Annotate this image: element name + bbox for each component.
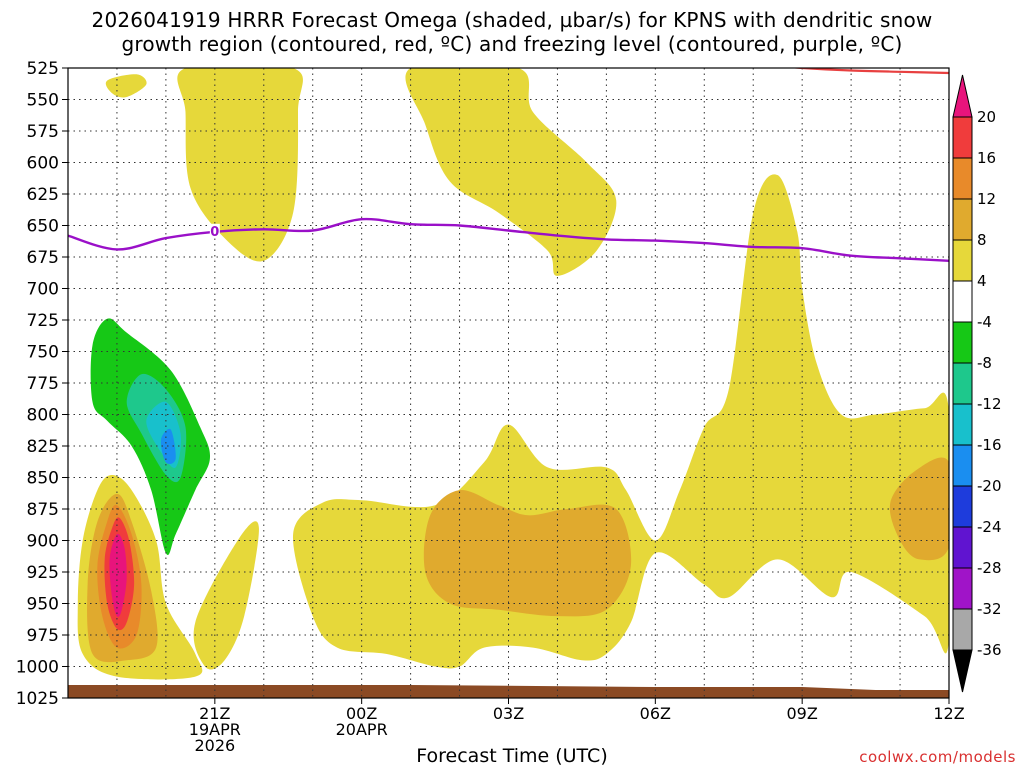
y-tick-label-975: 975: [27, 626, 59, 646]
x-tick-label-3-0: 21Z: [199, 704, 230, 723]
x-axis-title: Forecast Time (UTC): [416, 745, 608, 767]
colorbar-label--16: -16: [977, 436, 1002, 454]
omega-region-1: [405, 68, 617, 276]
colorbar-band-16: [952, 116, 973, 159]
colorbar-band--24: [952, 485, 973, 528]
y-tick-label-825: 825: [27, 437, 59, 457]
freezing-level-label: 0: [210, 225, 219, 240]
contour-lines: 0: [68, 68, 949, 262]
omega-region-11: [109, 533, 127, 617]
credit-link[interactable]: coolwx.com/models: [859, 748, 1016, 766]
colorbar-band--4: [952, 280, 973, 323]
colorbar-band--28: [952, 526, 973, 569]
x-tick-label-18-0: 12Z: [933, 704, 964, 723]
y-tick-label-600: 600: [27, 154, 59, 174]
omega-region-0: [177, 68, 303, 262]
terrain-layer: [68, 685, 949, 698]
omega-region-6: [193, 521, 259, 670]
colorbar-label-12: 12: [977, 190, 996, 208]
x-tick-label-12-0: 06Z: [640, 704, 671, 723]
omega-shading: [77, 68, 949, 680]
colorbar-band--36: [952, 608, 973, 651]
omega-region-4: [423, 489, 632, 617]
y-tick-label-875: 875: [27, 500, 59, 520]
colorbar: 20 16 12 8 4 -4 -8 -12 -16 -20 -24 -28 -32 -36: [952, 74, 1002, 693]
dgz-contour-line: [789, 68, 949, 75]
y-tick-label-1025: 1025: [16, 689, 59, 709]
colorbar-label--8: -8: [977, 354, 992, 372]
y-tick-label-575: 575: [27, 122, 59, 142]
y-tick-label-725: 725: [27, 311, 59, 331]
colorbar-label-20: 20: [977, 108, 996, 126]
x-tick-label-9-0: 03Z: [493, 704, 524, 723]
colorbar-under-triangle: [952, 649, 973, 693]
colorbar-label-4: 4: [977, 272, 987, 290]
colorbar-label--4: -4: [977, 313, 992, 331]
colorbar-label--36: -36: [977, 641, 1002, 659]
x-tick-label-15-0: 09Z: [787, 704, 818, 723]
y-tick-label-625: 625: [27, 185, 59, 205]
colorbar-label--20: -20: [977, 477, 1002, 495]
colorbar-band--20: [952, 444, 973, 487]
y-tick-label-650: 650: [27, 217, 59, 237]
colorbar-label-16: 16: [977, 149, 996, 167]
y-tick-label-800: 800: [27, 406, 59, 426]
x-tick-label-6-0: 00Z: [346, 704, 377, 723]
freezing-level-label-bg: [209, 223, 220, 238]
colorbar-band--12: [952, 362, 973, 405]
colorbar-band-4: [952, 239, 973, 282]
colorbar-band--32: [952, 567, 973, 610]
y-tick-label-675: 675: [27, 248, 59, 268]
y-tick-label-700: 700: [27, 280, 59, 300]
y-axis: 525 550 575 600 625 650 675 700 725 750 775 800 825 8…: [16, 59, 68, 709]
colorbar-label-8: 8: [977, 231, 987, 249]
omega-region-2: [105, 74, 147, 98]
y-tick-label-550: 550: [27, 91, 59, 111]
y-tick-label-525: 525: [27, 59, 59, 79]
y-tick-label-775: 775: [27, 374, 59, 394]
y-tick-label-850: 850: [27, 469, 59, 489]
colorbar-label--24: -24: [977, 518, 1002, 536]
omega-region-5: [889, 457, 949, 561]
colorbar-band--16: [952, 403, 973, 446]
x-tick-label-6-1: 20APR: [336, 720, 388, 739]
y-tick-label-750: 750: [27, 343, 59, 363]
y-tick-label-900: 900: [27, 532, 59, 552]
y-tick-label-950: 950: [27, 595, 59, 615]
colorbar-label--12: -12: [977, 395, 1002, 413]
colorbar-label--32: -32: [977, 600, 1002, 618]
x-tick-label-3-2: 2026: [194, 736, 235, 755]
chart-title-line-2: growth region (contoured, red, ºC) and f…: [121, 32, 903, 56]
colorbar-band-8: [952, 198, 973, 241]
colorbar-label--28: -28: [977, 559, 1002, 577]
colorbar-over-triangle: [952, 74, 973, 118]
y-tick-label-1000: 1000: [16, 658, 59, 678]
colorbar-band--8: [952, 321, 973, 364]
terrain-band: [68, 685, 949, 698]
colorbar-band-12: [952, 157, 973, 200]
y-tick-label-925: 925: [27, 563, 59, 583]
x-tick-label-3-1: 19APR: [189, 720, 241, 739]
chart-title-line-1: 2026041919 HRRR Forecast Omega (shaded, …: [91, 8, 933, 32]
grid-lines: [68, 68, 950, 698]
